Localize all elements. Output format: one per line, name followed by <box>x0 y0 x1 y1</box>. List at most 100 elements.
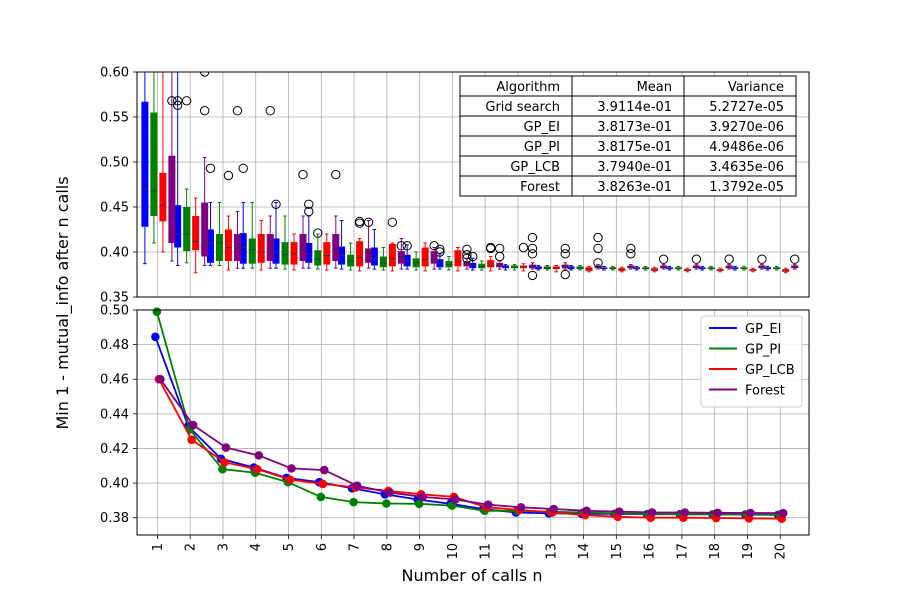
table-data-cell: 3.9270e-06 <box>709 120 784 135</box>
series-point-Forest <box>254 451 264 460</box>
box-Forest <box>299 234 307 261</box>
bottom-xtick-label: 6 <box>315 543 330 551</box>
box-flier-Forest <box>527 243 538 254</box>
table-data-cell: 3.8173e-01 <box>597 120 672 135</box>
box-flier-GP_PI <box>313 228 323 238</box>
legend-label-GP_LCB: GP_LCB <box>745 363 795 378</box>
series-point-GP_EI <box>151 332 160 342</box>
series-point-GP_LCB <box>220 458 229 467</box>
table-cell <box>683 175 797 197</box>
box-flier-Forest <box>626 249 636 259</box>
box-GP_LCB <box>487 260 495 268</box>
box-GP_EI <box>501 265 509 269</box>
series-point-Forest <box>385 488 395 497</box>
series-line-GP_LCB <box>158 378 782 520</box>
legend-label-GP_EI: GP_EI <box>745 322 781 337</box>
series-line-GP_EI <box>154 336 779 516</box>
y-axis-label: Min 1 - mutual_info after n calls <box>53 176 73 429</box>
box-GP_LCB <box>356 241 364 267</box>
series-point-Forest <box>713 508 722 518</box>
box-flier-Forest <box>790 254 800 264</box>
series-point-Forest <box>221 443 231 452</box>
series-point-GP_LCB <box>252 464 262 474</box>
series-point-Forest <box>156 374 165 384</box>
legend-frame <box>700 315 803 408</box>
series-point-GP_PI <box>152 307 162 317</box>
bottom-xtick-label: 18 <box>708 543 723 560</box>
series-point-Forest <box>549 504 559 514</box>
box-flier-Forest <box>494 243 505 254</box>
series-point-GP_PI <box>316 492 326 502</box>
series-point-Forest <box>287 464 296 473</box>
box-flier-GP_EI <box>402 241 412 251</box>
box-flier-Forest <box>560 249 570 259</box>
box-flier-GP_EI <box>205 163 216 174</box>
box-GP_LCB <box>454 250 462 267</box>
box-Forest <box>168 155 176 243</box>
table-data-cell: 3.8175e-01 <box>597 140 672 155</box>
box-flier-Forest <box>626 243 636 254</box>
bottom-xtick-label: 3 <box>216 543 231 551</box>
bottom-xtick-label: 9 <box>413 543 428 551</box>
series-point-GP_PI <box>218 464 227 474</box>
boxes-clipped <box>141 72 800 281</box>
table-data-cell: 3.4635e-06 <box>709 160 784 175</box>
box-flier-Forest <box>757 254 767 264</box>
box-Forest <box>201 202 209 257</box>
box-flier-GP_EI <box>304 206 314 217</box>
box-flier-Forest <box>527 232 538 243</box>
box-flier-Forest <box>593 232 603 243</box>
series-line-GP_PI <box>156 311 780 516</box>
series-point-Forest <box>778 508 788 518</box>
bottom-ytick-label: 0.38 <box>100 511 129 526</box>
box-GP_PI <box>379 256 387 268</box>
box-GP_EI <box>272 238 280 264</box>
bottom-ytick-label: 0.46 <box>100 373 129 388</box>
box-flier-Forest <box>560 243 570 254</box>
bottom-ytick-label: 0.50 <box>100 304 129 319</box>
series-point-Forest <box>746 508 755 518</box>
box-flier-GP_PI <box>181 96 192 106</box>
series-point-GP_PI <box>382 499 391 508</box>
bottom-xtick-label: 19 <box>741 543 756 560</box>
box-Forest <box>725 265 733 269</box>
table-data-cell: 1.3792e-05 <box>709 180 784 195</box>
series-point-Forest <box>647 508 657 517</box>
top-ytick-label: 0.50 <box>100 156 129 171</box>
series-point-Forest <box>418 492 427 502</box>
box-GP_PI <box>576 266 584 270</box>
box-flier-Forest <box>462 253 472 263</box>
table-data-cell: 3.8263e-01 <box>597 180 672 195</box>
box-flier-GP_LCB <box>223 170 234 181</box>
box-GP_PI <box>281 242 289 265</box>
top-ytick-label: 0.55 <box>100 111 129 126</box>
box-GP_LCB <box>159 172 167 222</box>
bottom-xtick-label: 2 <box>184 543 199 551</box>
box-GP_EI <box>206 229 214 263</box>
box-GP_LCB <box>552 266 560 270</box>
box-GP_PI <box>445 261 453 268</box>
table-data-cell: Grid search <box>485 100 560 115</box>
box-GP_LCB <box>290 242 298 265</box>
box-GP_LCB <box>651 268 659 271</box>
box-Forest <box>758 265 766 269</box>
box-flier-Forest <box>298 169 308 180</box>
table-data-cell: GP_LCB <box>510 160 560 175</box>
bottom-xtick-label: 12 <box>511 543 526 560</box>
box-Forest <box>791 265 799 269</box>
box-GP_EI <box>403 254 411 267</box>
bottom-xtick-label: 14 <box>577 543 592 560</box>
box-flier-Forest <box>494 251 505 262</box>
box-flier-Forest <box>167 96 177 106</box>
bottom-xtick-label: 8 <box>380 543 395 551</box>
box-GP_EI <box>436 259 444 268</box>
box-GP_LCB <box>257 234 265 263</box>
box-flier-Forest <box>331 169 341 180</box>
table-data-cell: 3.7940e-01 <box>597 160 672 175</box>
x-axis-label: Number of calls n <box>402 566 543 585</box>
top-ytick-label: 0.60 <box>100 66 129 81</box>
box-GP_PI <box>248 238 256 264</box>
box-GP_LCB <box>224 229 232 261</box>
box-GP_PI <box>478 263 486 269</box>
